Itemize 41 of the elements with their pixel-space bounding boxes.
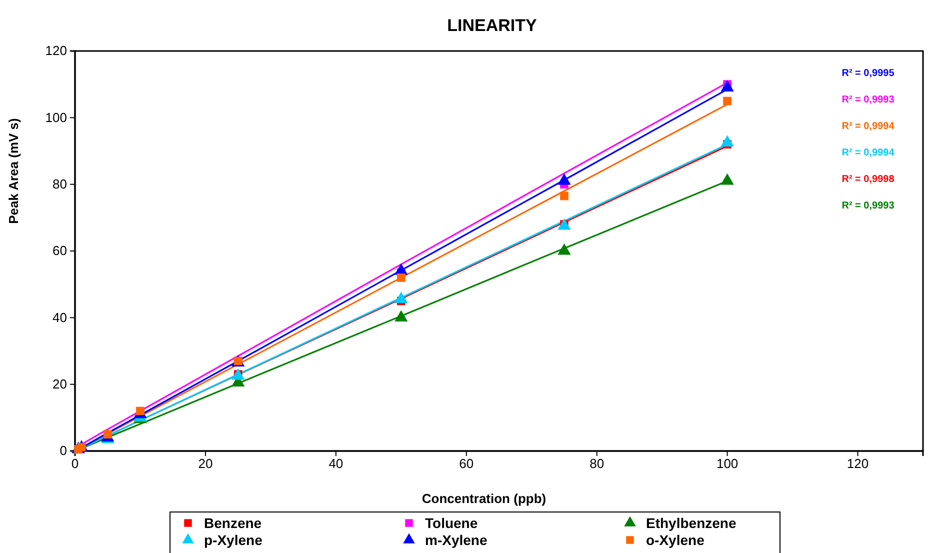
x-tick-label: 40 bbox=[328, 456, 344, 472]
y-tick-label: 20 bbox=[52, 376, 67, 392]
x-tick-label: 120 bbox=[846, 456, 869, 472]
y-tick-label: 0 bbox=[60, 443, 67, 458]
point bbox=[558, 173, 571, 185]
annotation: R² = 0,9994 bbox=[842, 121, 895, 132]
annotation: R² = 0,9995 bbox=[842, 68, 895, 79]
point bbox=[394, 310, 408, 322]
point bbox=[558, 218, 571, 230]
x-tick-label: 80 bbox=[590, 456, 604, 472]
y-tick-label: 40 bbox=[52, 310, 67, 325]
legend-label: Toluene bbox=[425, 515, 478, 531]
point bbox=[558, 243, 571, 255]
y-tick-label: 100 bbox=[45, 110, 67, 125]
x-tick-label: 100 bbox=[716, 456, 738, 472]
x-tick-label: 60 bbox=[459, 456, 474, 472]
annotation: R² = 0,9993 bbox=[842, 94, 895, 106]
annotation: R² = 0,9998 bbox=[842, 174, 895, 185]
point bbox=[560, 192, 568, 200]
legend-label: m-Xylene bbox=[425, 532, 488, 548]
point bbox=[720, 135, 734, 146]
point bbox=[720, 80, 734, 92]
chart-title: LINEARITY bbox=[447, 16, 538, 35]
y-tick-label: 60 bbox=[52, 243, 67, 258]
legend-label: Benzene bbox=[204, 515, 262, 531]
point bbox=[394, 292, 408, 304]
annotation: R² = 0,9993 bbox=[842, 200, 895, 212]
point bbox=[231, 368, 245, 380]
x-tick-label: 20 bbox=[198, 456, 213, 472]
y-tick-label: 80 bbox=[52, 176, 67, 192]
legend-label: o-Xylene bbox=[646, 532, 705, 548]
x-tick-label: 0 bbox=[71, 456, 79, 472]
y-axis-title: Peak Area (mV s) bbox=[6, 118, 21, 224]
point bbox=[720, 173, 734, 185]
y-tick-label: 120 bbox=[45, 43, 67, 58]
point bbox=[723, 96, 732, 106]
point bbox=[396, 273, 406, 282]
legend-label: Ethylbenzene bbox=[646, 515, 736, 531]
legend-label: p-Xylene bbox=[204, 532, 263, 548]
annotation: R² = 0,9994 bbox=[842, 148, 895, 158]
x-axis-title: Concentration (ppb) bbox=[422, 491, 546, 506]
